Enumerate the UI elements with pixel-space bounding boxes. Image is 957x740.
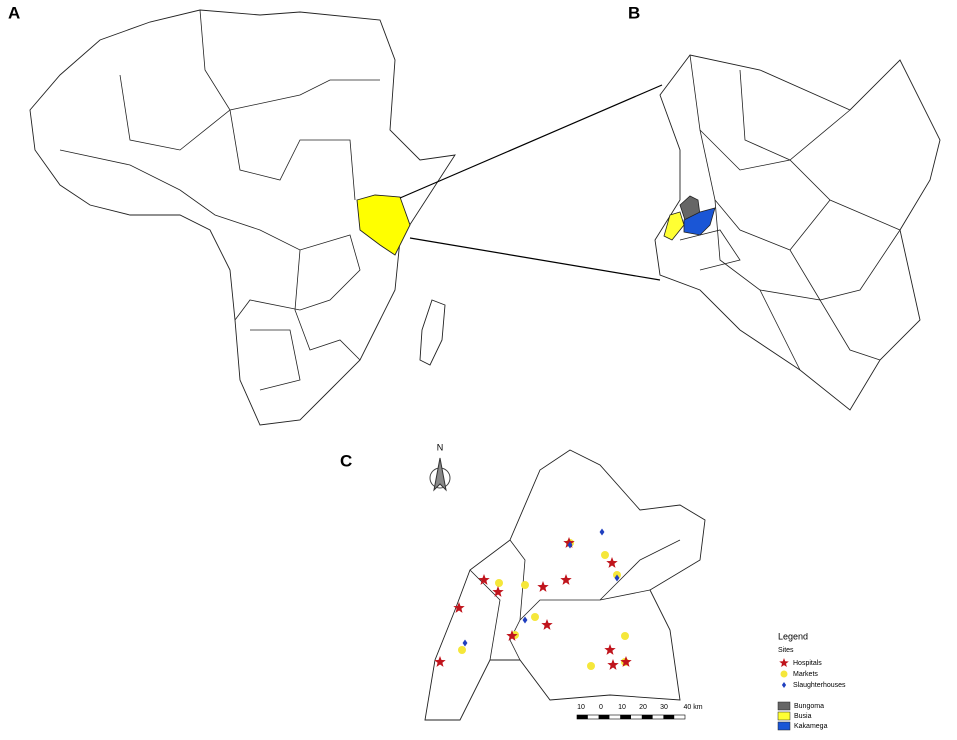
market-marker <box>587 662 595 670</box>
scale-segment <box>577 715 588 719</box>
county-border <box>599 539 681 601</box>
legend: Legend Sites Hospitals Markets Slaughterho… <box>777 631 846 731</box>
county-border <box>699 129 831 251</box>
scale-label: 20 <box>639 704 647 711</box>
hospital-marker <box>563 537 575 548</box>
market-marker <box>780 670 788 678</box>
legend-label: Hospitals <box>793 660 822 667</box>
county-border <box>509 539 651 622</box>
slaughterhouse-marker <box>462 639 468 647</box>
legend-label: Slaughterhouses <box>793 682 846 689</box>
scale-label: 40 km <box>683 704 702 711</box>
scale-segment <box>598 715 610 719</box>
hospital-marker <box>537 581 549 592</box>
market-marker <box>521 581 529 589</box>
scale-segment <box>641 715 653 719</box>
slaughterhouse-marker <box>567 541 573 549</box>
legend-group: Sites <box>778 647 794 654</box>
kenya-map: B <box>628 3 941 411</box>
legend-swatch <box>777 711 791 721</box>
bungoma <box>679 195 701 221</box>
hospital-marker <box>541 619 553 630</box>
border <box>59 149 361 321</box>
market-marker <box>621 632 629 640</box>
site-markers <box>434 528 632 670</box>
market-marker <box>495 579 503 587</box>
hospital-marker <box>607 659 619 670</box>
slaughterhouse-marker <box>614 574 620 582</box>
county-border <box>714 199 801 371</box>
scale-label: 10 <box>618 704 626 711</box>
region-outline <box>424 449 706 721</box>
hospital-marker <box>606 557 618 568</box>
hospital-marker <box>620 656 632 667</box>
scale-label: 0 <box>599 704 603 711</box>
study-area-map: C N <box>340 442 706 721</box>
kenya-highlight <box>356 194 411 256</box>
zoom-line <box>409 237 661 281</box>
county-border <box>689 54 851 171</box>
panel-label: C <box>340 451 352 470</box>
legend-swatch <box>777 721 791 731</box>
hospital-marker <box>779 658 789 667</box>
hospital-marker <box>434 656 446 667</box>
hospital-marker <box>492 586 504 597</box>
county-border <box>789 229 901 301</box>
slaughterhouse-marker <box>781 682 787 688</box>
north-arrow <box>433 457 447 492</box>
county-border <box>469 569 501 661</box>
scale-bar: 10 0 10 20 30 40 km <box>576 704 703 720</box>
hospital-marker <box>560 574 572 585</box>
madagascar <box>419 299 446 366</box>
busia <box>663 211 685 241</box>
legend-label: Markets <box>793 671 818 678</box>
panel-label: B <box>628 3 640 22</box>
market-marker <box>458 646 466 654</box>
border <box>199 9 356 201</box>
border <box>294 249 361 361</box>
legend-label: Busia <box>794 713 812 720</box>
slaughterhouse-marker <box>599 528 605 536</box>
slaughterhouse-marker <box>522 616 528 624</box>
panel-label: A <box>8 3 20 22</box>
scale-label: 10 <box>577 704 585 711</box>
africa-map: A <box>8 3 456 426</box>
legend-swatch <box>777 701 791 711</box>
hospital-marker <box>506 630 518 641</box>
legend-items: Hospitals Markets Slaughterhouses Bungoma Bu… <box>777 658 846 731</box>
scale-label: 30 <box>660 704 668 711</box>
border <box>250 329 301 391</box>
scale-segment <box>663 715 675 719</box>
hospital-marker <box>453 602 465 613</box>
county-border <box>509 619 521 661</box>
north-label: N <box>437 442 444 452</box>
zoom-line <box>399 84 663 199</box>
county-border <box>739 69 901 231</box>
hospital-marker <box>604 644 616 655</box>
legend-title: Legend <box>778 631 808 641</box>
county-border <box>759 289 881 361</box>
legend-label: Bungoma <box>794 703 824 710</box>
kakamega <box>683 207 716 236</box>
scale-segment <box>620 715 631 719</box>
legend-label: Kakamega <box>794 723 828 730</box>
hospital-marker <box>478 574 490 585</box>
market-marker <box>601 551 609 559</box>
market-marker <box>531 613 539 621</box>
